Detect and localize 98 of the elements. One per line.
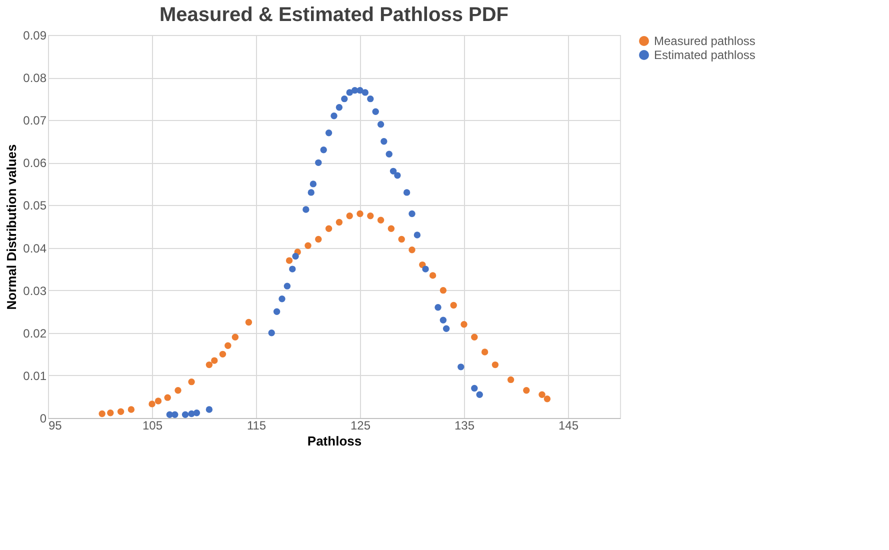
point <box>206 361 213 368</box>
point <box>481 348 488 356</box>
point <box>442 325 450 332</box>
point <box>206 406 213 413</box>
point <box>232 334 239 340</box>
point <box>245 318 252 326</box>
point <box>292 252 299 260</box>
point <box>286 257 293 264</box>
point <box>471 334 478 340</box>
x-tick-label: 135 <box>454 418 475 432</box>
y-tick-label: 0.03 <box>23 284 47 298</box>
point <box>117 408 124 415</box>
point <box>268 330 275 336</box>
point <box>388 225 395 232</box>
point <box>367 212 374 220</box>
x-tick-label: 125 <box>350 418 371 432</box>
y-tick-label: 0.05 <box>23 198 47 213</box>
point <box>440 316 447 324</box>
point <box>523 386 530 394</box>
point <box>476 391 483 398</box>
point <box>336 218 343 226</box>
point <box>302 206 310 213</box>
x-axis-title: Pathloss <box>307 434 362 448</box>
point <box>304 242 312 249</box>
point <box>325 225 332 232</box>
point <box>372 108 379 115</box>
point <box>219 350 226 358</box>
x-tick-label: 95 <box>48 418 62 432</box>
y-tick-label: 0.08 <box>23 71 47 86</box>
legend-label: Measured pathloss <box>654 34 756 48</box>
point <box>403 189 410 196</box>
point <box>429 272 436 279</box>
point <box>422 266 429 272</box>
point <box>193 410 200 416</box>
point <box>278 295 286 302</box>
y-tick-label: 0 <box>40 412 47 426</box>
y-tick-label: 0.02 <box>23 326 47 340</box>
point <box>310 180 317 188</box>
point <box>341 95 348 102</box>
point <box>377 216 384 224</box>
point <box>538 391 546 398</box>
point <box>458 364 464 370</box>
point <box>346 89 353 96</box>
point <box>308 189 314 196</box>
point <box>273 308 280 315</box>
point <box>148 400 156 408</box>
point <box>362 89 369 96</box>
point <box>174 386 182 394</box>
point <box>182 411 189 418</box>
point <box>325 130 332 136</box>
point <box>315 159 322 166</box>
point <box>98 410 106 418</box>
point <box>346 212 353 220</box>
point <box>434 304 442 311</box>
point <box>386 150 392 158</box>
point <box>336 104 343 111</box>
point <box>394 172 401 179</box>
point <box>544 396 551 402</box>
point <box>507 376 514 384</box>
point <box>460 321 468 328</box>
point <box>330 112 338 120</box>
point <box>164 394 171 401</box>
point <box>377 121 384 128</box>
point <box>188 378 195 386</box>
point <box>224 342 232 350</box>
point <box>367 95 374 102</box>
point <box>356 210 364 218</box>
y-tick-label: 0.06 <box>23 156 47 170</box>
chart-title: Measured & Estimated Pathloss PDF <box>160 4 508 26</box>
point <box>408 246 416 254</box>
x-tick-label: 105 <box>142 418 163 432</box>
point <box>289 266 296 272</box>
point <box>107 410 114 416</box>
point <box>284 282 291 290</box>
point <box>450 302 457 309</box>
legend-label: Estimated pathloss <box>654 48 756 62</box>
y-tick-label: 0.09 <box>23 28 47 42</box>
y-tick-label: 0.04 <box>23 241 47 256</box>
point <box>211 357 218 364</box>
x-tick-label: 145 <box>558 418 579 432</box>
point <box>172 411 178 418</box>
point <box>315 236 322 243</box>
point <box>380 138 388 145</box>
point <box>154 398 162 404</box>
point <box>471 384 478 392</box>
point <box>356 86 364 94</box>
y-axis-title: Normal Distribution values <box>4 144 20 310</box>
point <box>492 361 499 368</box>
point <box>390 168 397 175</box>
point <box>408 210 416 218</box>
y-tick-label: 0.01 <box>23 368 47 383</box>
point <box>320 146 327 154</box>
x-tick-label: 115 <box>246 418 266 432</box>
point <box>414 232 421 238</box>
point <box>398 236 405 243</box>
point <box>128 406 135 413</box>
y-tick-label: 0.07 <box>23 114 47 128</box>
point <box>440 286 447 294</box>
